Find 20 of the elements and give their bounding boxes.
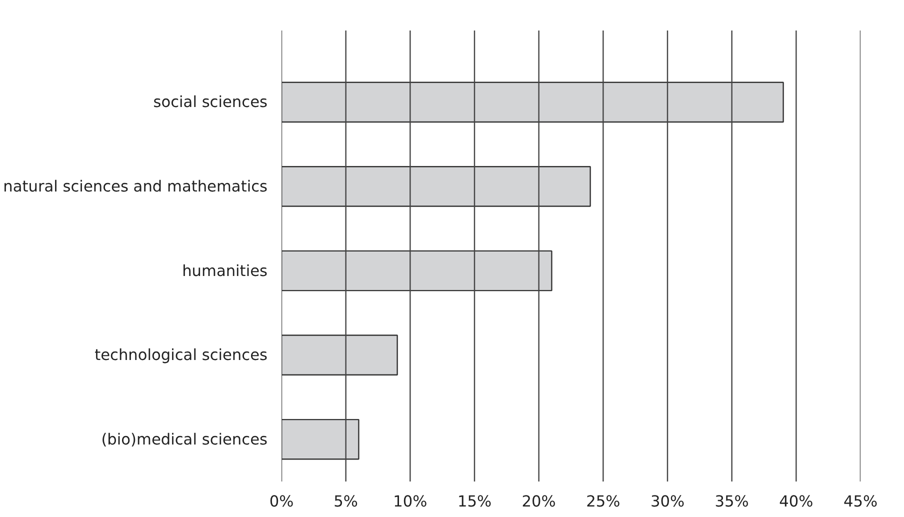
x-tick-label: 25% bbox=[586, 492, 620, 510]
y-tick-label: (bio)medical sciences bbox=[101, 430, 268, 448]
x-tick-label: 40% bbox=[779, 492, 814, 510]
bar bbox=[282, 418, 360, 460]
bar bbox=[282, 250, 552, 292]
x-tick-label: 0% bbox=[269, 492, 294, 510]
x-tick-label: 30% bbox=[650, 492, 685, 510]
y-tick-label: social sciences bbox=[153, 93, 268, 112]
y-tick-label: technological sciences bbox=[94, 346, 268, 364]
bar bbox=[282, 82, 784, 123]
y-tick-label: natural sciences and mathematics bbox=[3, 177, 268, 196]
x-tick-label: 10% bbox=[393, 492, 428, 510]
bar bbox=[282, 334, 398, 376]
x-tick-label: 45% bbox=[843, 492, 878, 510]
x-tick-label: 35% bbox=[714, 492, 749, 510]
x-tick-label: 20% bbox=[522, 492, 556, 510]
bar bbox=[282, 166, 591, 207]
x-tick-label: 15% bbox=[457, 492, 492, 510]
y-tick-label: humanities bbox=[182, 262, 268, 280]
x-tick-label: 5% bbox=[334, 492, 358, 510]
